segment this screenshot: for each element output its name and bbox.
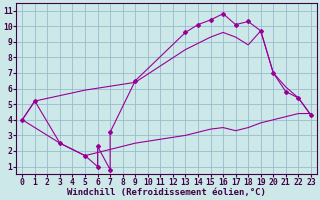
X-axis label: Windchill (Refroidissement éolien,°C): Windchill (Refroidissement éolien,°C) (67, 188, 266, 197)
